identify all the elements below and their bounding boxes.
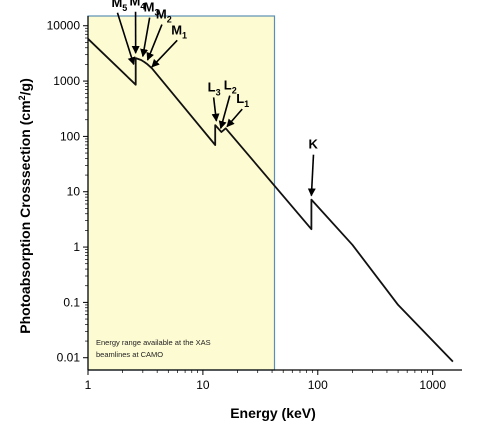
y-axis-title-sup: 2 — [17, 95, 27, 100]
x-axis-title: Energy (keV) — [230, 405, 316, 421]
edge-label-m1: M1 — [171, 22, 187, 40]
edge-arrow-l1 — [226, 108, 243, 128]
x-tick-label: 1 — [85, 378, 92, 392]
y-tick-label: 10000 — [47, 19, 81, 33]
y-axis-title-end: /g) — [17, 78, 33, 95]
edge-arrow-l2 — [218, 95, 231, 130]
edge-label-l3: L3 — [208, 79, 221, 97]
y-tick-label: 10 — [67, 185, 81, 199]
x-tick-label: 100 — [308, 378, 328, 392]
edge-arrow-m1 — [151, 39, 178, 68]
edge-arrow-m3 — [140, 17, 151, 58]
edge-arrow-m2 — [146, 24, 163, 61]
y-tick-label: 1 — [73, 240, 80, 254]
series-line — [87, 38, 454, 363]
edge-label-l2: L2 — [224, 78, 237, 96]
x-tick-label: 1000 — [419, 378, 446, 392]
edge-label-m3: M3 — [144, 0, 160, 18]
y-axis-title: Photoabsorption Crosssection (cm2/g) — [17, 78, 33, 333]
y-tick-label: 0.01 — [57, 351, 81, 365]
edge-label-m5: M5 — [111, 0, 127, 13]
edge-arrow-m5 — [116, 12, 136, 66]
highlight-region-layer — [87, 15, 276, 371]
axes: 10000 1000 100 10 1 0.1 0.01 1 10 100 1000 — [47, 16, 462, 392]
edge-arrow-l3 — [211, 97, 220, 122]
x-tick-label: 10 — [196, 378, 210, 392]
y-tick-label: 100 — [60, 129, 80, 143]
y-axis-title-main: Photoabsorption Crosssection (cm — [17, 100, 33, 333]
edge-label-m2: M2 — [156, 7, 172, 25]
edge-arrow-k — [307, 154, 316, 197]
y-tick-label: 1000 — [53, 74, 80, 88]
edge-label-m4: M4 — [130, 0, 146, 12]
region-note-line2: beamlines at CAMO — [96, 350, 163, 359]
edge-label-k: K — [308, 137, 318, 152]
edge-label-l1: L1 — [236, 91, 249, 109]
series-layer — [87, 38, 454, 363]
highlight-region — [87, 15, 276, 371]
y-tick-label: 0.1 — [63, 295, 80, 309]
region-note-line1: Energy range available at the XAS — [96, 338, 211, 347]
